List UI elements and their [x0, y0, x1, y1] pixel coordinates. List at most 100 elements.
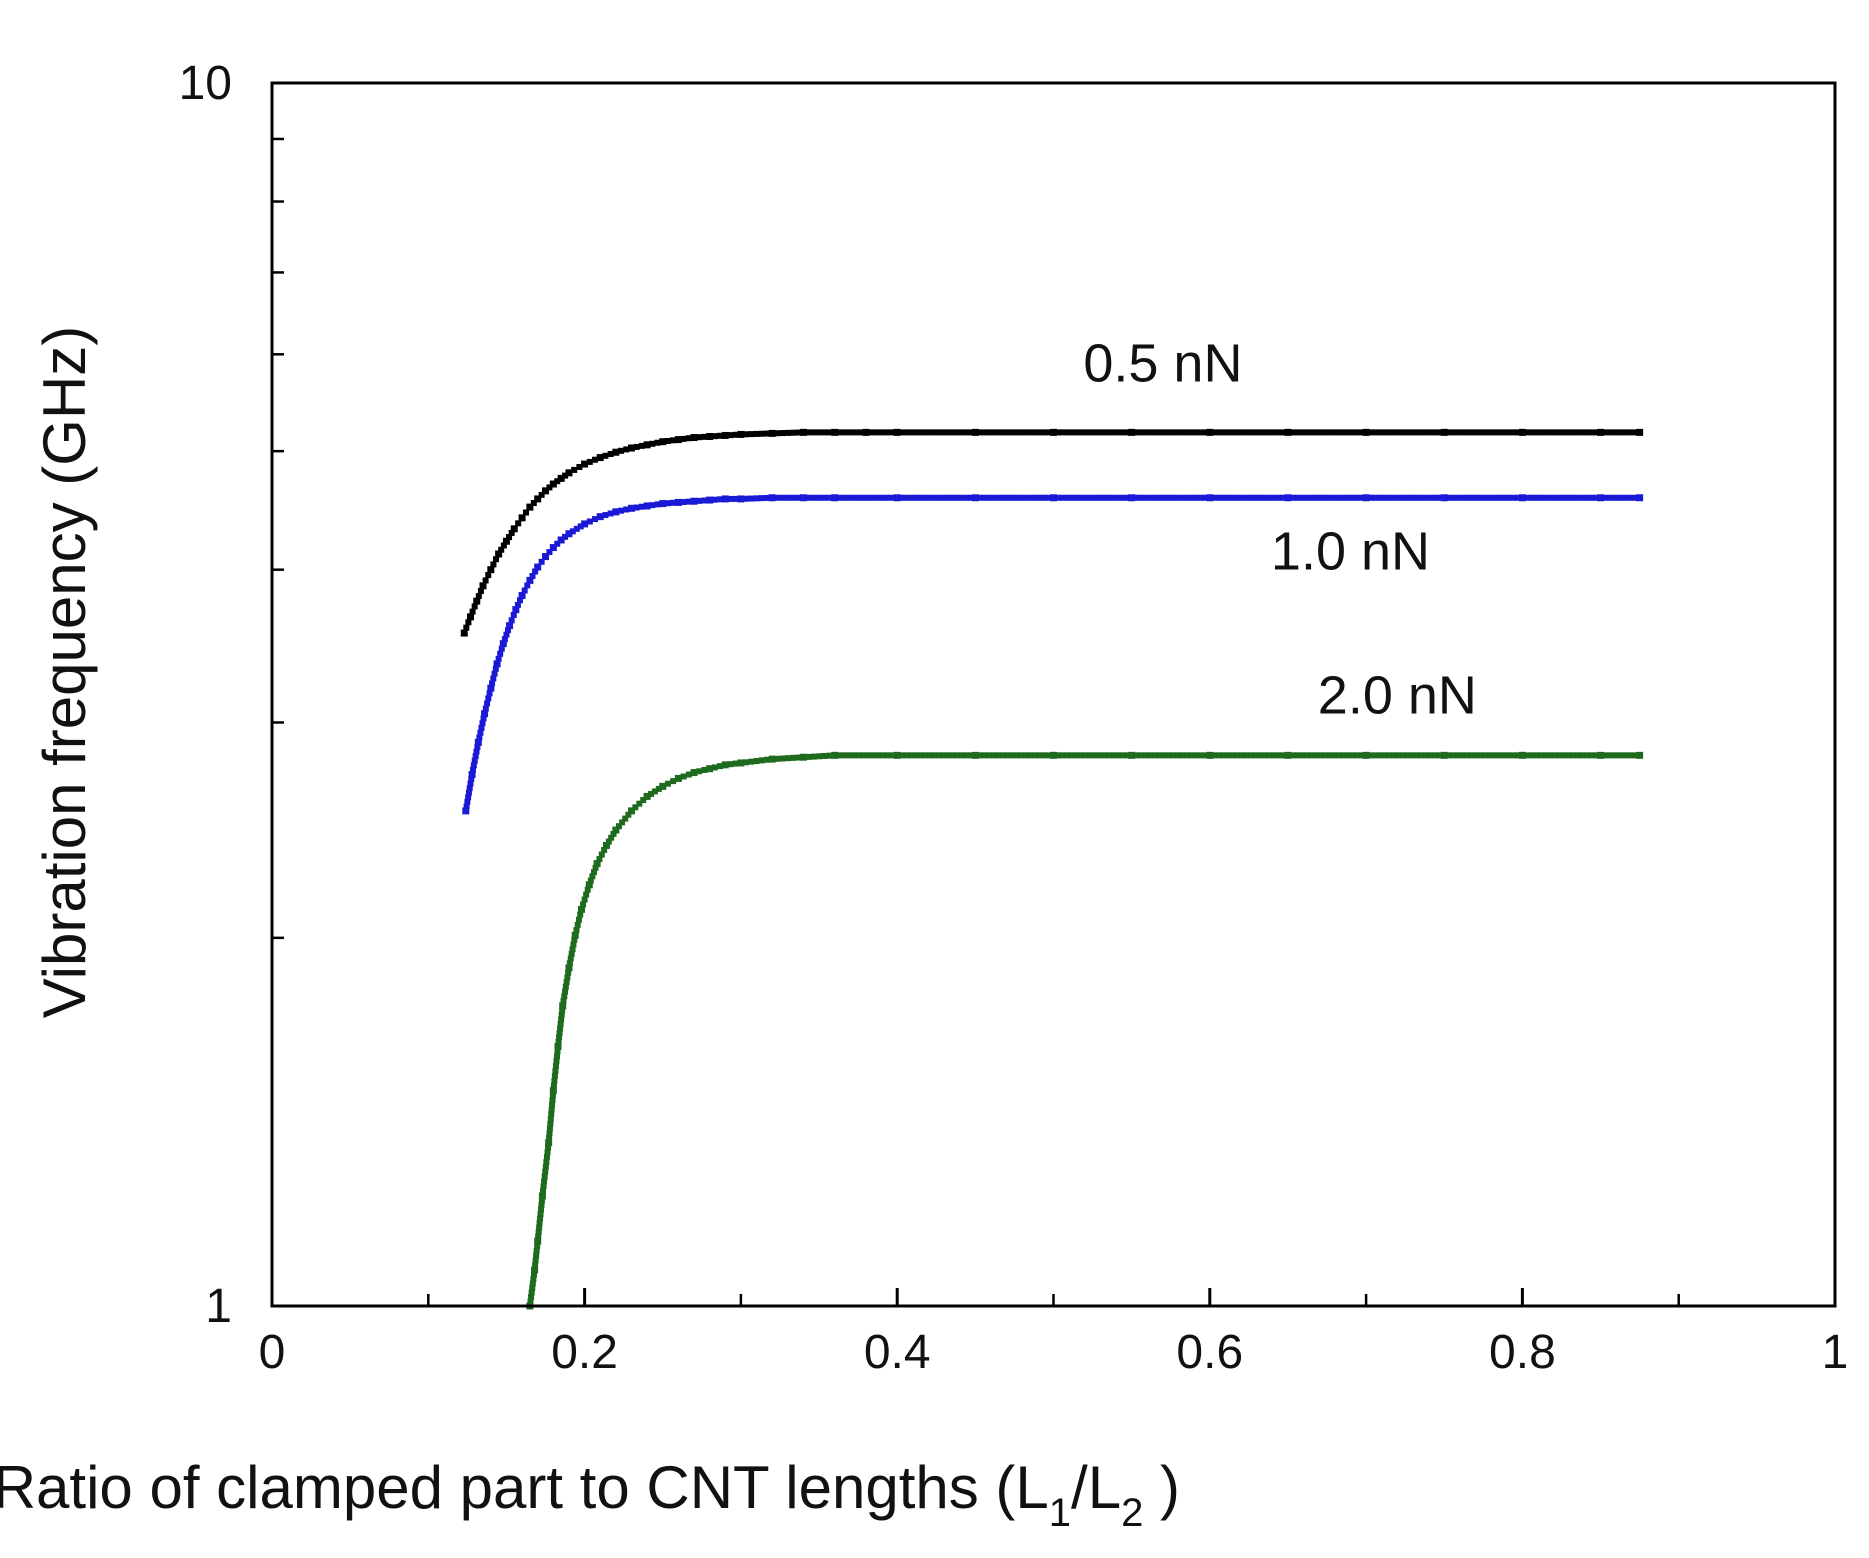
- curve-dot: [958, 429, 965, 436]
- curve-dot: [1533, 752, 1540, 759]
- curve-dot: [1170, 429, 1177, 436]
- curve-dot: [610, 830, 617, 837]
- curve-dot: [542, 1168, 549, 1175]
- data-point: [612, 448, 620, 456]
- curve-dot: [552, 1068, 559, 1075]
- curve-dot: [1266, 429, 1273, 436]
- x-tick-label: 0.4: [864, 1326, 931, 1379]
- data-point: [737, 759, 745, 767]
- curve-dot: [1101, 429, 1108, 436]
- curve-dot: [912, 429, 919, 436]
- curve-dot: [1124, 752, 1131, 759]
- curve-dot: [587, 877, 594, 884]
- data-point: [1636, 428, 1644, 436]
- data-point: [506, 622, 514, 630]
- data-point: [1518, 494, 1526, 502]
- curve-dot: [1082, 494, 1089, 501]
- curve-dot: [949, 494, 956, 501]
- curve-dot: [1445, 429, 1452, 436]
- curve-dot: [649, 502, 656, 509]
- curve-dot: [1583, 429, 1590, 436]
- data-point: [602, 841, 610, 849]
- curve-dot: [790, 754, 796, 761]
- curve-dot: [1294, 752, 1301, 759]
- curve-dot: [1193, 752, 1200, 759]
- curve-dot: [651, 788, 658, 795]
- curve-dot: [1473, 429, 1480, 436]
- curve-dot: [489, 680, 496, 687]
- curve-dot: [1183, 429, 1190, 436]
- y-tick-label: 10: [179, 57, 232, 110]
- curve-dot: [1271, 494, 1278, 501]
- curve-dot: [1537, 429, 1544, 436]
- curve-dot: [1546, 429, 1553, 436]
- curve-dot: [889, 494, 896, 501]
- curve-dot: [1215, 752, 1222, 759]
- data-point: [831, 494, 839, 502]
- curve-dot: [465, 619, 472, 626]
- curve-dot: [1523, 429, 1530, 436]
- curve-dot: [1372, 494, 1379, 501]
- curve-dot: [1612, 494, 1619, 501]
- data-point: [534, 1237, 542, 1245]
- curve-dot: [563, 979, 570, 986]
- data-point: [643, 502, 651, 510]
- curve-dot: [469, 766, 476, 773]
- curve-dot: [547, 1120, 554, 1127]
- curve-dot: [1510, 429, 1517, 436]
- curve-dot: [1546, 494, 1553, 501]
- curve-dot: [1294, 494, 1301, 501]
- data-point: [893, 428, 901, 436]
- curve-dot: [1335, 752, 1342, 759]
- curve-dot: [1147, 429, 1154, 436]
- curve-dot: [1215, 429, 1222, 436]
- curve-dot: [976, 429, 983, 436]
- curve-dot: [953, 494, 960, 501]
- curve-dot: [967, 429, 974, 436]
- curve-dot: [1055, 494, 1062, 501]
- curve-dot: [534, 1242, 541, 1249]
- curve-dot: [1151, 752, 1158, 759]
- curve-dot: [541, 1178, 548, 1185]
- curve-dot: [1133, 494, 1140, 501]
- curve-dot: [1248, 429, 1255, 436]
- series-label: 0.5 nN: [1083, 334, 1242, 394]
- curve-dot: [790, 494, 796, 501]
- curve-dot: [1386, 494, 1393, 501]
- curve-dot: [480, 715, 487, 722]
- curve-dot: [1087, 494, 1094, 501]
- curve-dot: [1298, 752, 1305, 759]
- data-point: [554, 1042, 562, 1050]
- curve-dot: [468, 776, 475, 783]
- curve-dot: [953, 752, 960, 759]
- curve-dot: [1022, 752, 1029, 759]
- curve-dot: [1514, 752, 1521, 759]
- curve-dot: [1009, 494, 1016, 501]
- curve-dot: [963, 494, 970, 501]
- curve-dot: [1617, 429, 1624, 436]
- curve-dot: [995, 429, 1002, 436]
- curve-dot: [598, 851, 605, 858]
- curve-dot: [1220, 494, 1227, 501]
- curve-dot: [575, 916, 582, 923]
- curve-dot: [573, 927, 580, 934]
- curve-dot: [1110, 429, 1117, 436]
- curve-dot: [841, 752, 848, 759]
- curve-dot: [1271, 752, 1278, 759]
- curve-dot: [1027, 752, 1034, 759]
- curve-dot: [478, 725, 485, 732]
- curve-dot: [551, 1077, 558, 1084]
- curve-dot: [1501, 752, 1508, 759]
- data-point: [971, 751, 979, 759]
- data-point: [460, 629, 468, 637]
- curve-dot: [530, 1276, 537, 1283]
- curve-dot: [1468, 429, 1475, 436]
- curve-dot: [944, 429, 951, 436]
- curve-dot: [1409, 752, 1416, 759]
- curve-dot: [562, 472, 569, 479]
- curve-dot: [1027, 494, 1034, 501]
- data-point: [1636, 751, 1644, 759]
- curve-dot: [805, 753, 812, 760]
- curve-dot: [1528, 752, 1535, 759]
- curve-dot: [562, 988, 569, 995]
